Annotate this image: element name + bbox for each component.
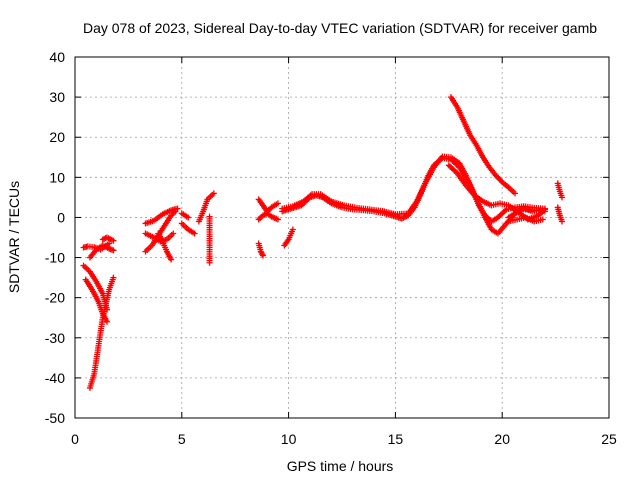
x-tick-label: 5 [178,431,186,447]
x-tick-label: 25 [601,431,617,447]
y-tick-label: 10 [49,169,65,185]
series-arc-l [178,210,192,221]
data-point [539,216,546,223]
series-late-1 [505,204,544,221]
data-point [206,213,213,220]
grid [75,57,609,418]
data-point [559,194,566,201]
y-tick-label: -10 [45,250,65,266]
data-point [259,252,266,259]
series-arc-r [281,226,296,249]
x-tick-label: 10 [281,431,297,447]
y-tick-label: -20 [45,290,65,306]
data-point [537,206,544,213]
series-arc-q [255,210,281,223]
series-arc-k [178,220,198,237]
data-point [110,247,117,254]
data-series [80,94,566,391]
x-tick-label: 0 [71,431,79,447]
series-arc-d [86,274,117,391]
data-point [191,230,198,237]
data-point [174,205,181,212]
data-point [289,226,296,233]
y-tick-label: 40 [49,49,65,65]
chart-title: Day 078 of 2023, Sidereal Day-to-day VTE… [83,20,597,36]
series-arc-c [82,276,111,325]
series-arc-m [195,190,217,225]
series-arc-h [142,205,181,227]
data-point [110,237,117,244]
y-tick-label: -30 [45,330,65,346]
data-point [185,214,192,221]
data-point [259,251,266,258]
x-axis-label: GPS time / hours [287,458,394,474]
data-point [170,230,177,237]
data-point [512,190,519,197]
data-point [110,274,117,281]
y-tick-label: 30 [49,89,65,105]
series-arc-f [99,234,117,244]
data-point [210,190,217,197]
data-point [274,216,281,223]
data-point [559,218,566,225]
y-axis-label: SDTVAR / TECUs [6,181,22,293]
data-point [106,240,113,247]
series-late-2 [505,214,546,225]
y-tick-label: -40 [45,370,65,386]
series-arc-e [86,242,117,261]
series-arc-j [155,230,175,263]
x-tick-label: 15 [388,431,404,447]
x-tick-labels: 0 5 10 15 20 25 [71,431,617,447]
y-tick-label: 20 [49,129,65,145]
series-late-4 [554,204,566,225]
plot-frame [74,56,610,419]
y-tick-label: 0 [57,209,65,225]
data-point [168,256,175,263]
y-tick-label: -50 [45,410,65,426]
data-point [274,200,281,207]
y-tick-labels: -50 -40 -30 -20 -10 0 10 20 30 40 [45,49,65,426]
series-late-3 [554,180,566,201]
series-arc-n [206,213,213,266]
series-falling-arc [447,94,519,197]
x-tick-label: 20 [494,431,510,447]
series-arc-o [255,240,266,259]
